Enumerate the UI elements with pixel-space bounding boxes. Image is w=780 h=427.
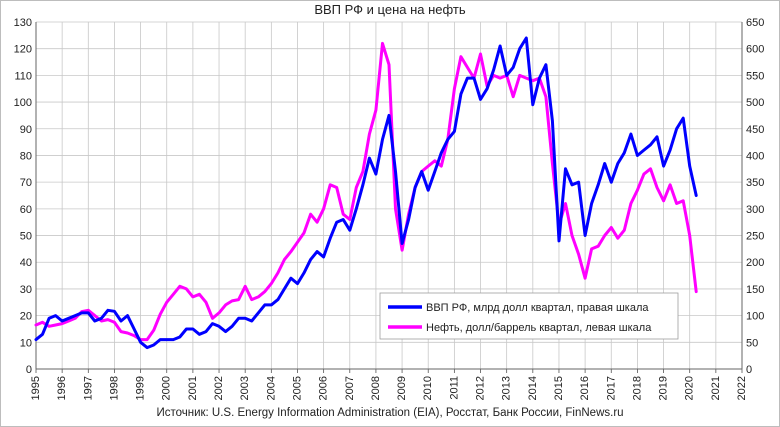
right-tick-label: 400 xyxy=(746,150,764,162)
right-tick-label: 50 xyxy=(746,337,758,349)
chart-title: ВВП РФ и цена на нефть xyxy=(314,2,466,17)
right-tick-label: 200 xyxy=(746,257,764,269)
axes: 0 0 10 50 20 100 30 150 40 200 50 250 60 300 70 350 80 40… xyxy=(14,17,765,400)
x-tick-label: 1999 xyxy=(135,376,147,400)
x-tick-label: 2007 xyxy=(344,376,356,400)
legend-label: Нефть, долл/баррель квартал, левая шкала xyxy=(426,322,652,334)
x-tick-label: 2000 xyxy=(161,376,173,400)
left-tick-label: 110 xyxy=(14,70,32,82)
left-tick-label: 130 xyxy=(14,17,32,29)
x-tick-label: 1997 xyxy=(82,376,94,400)
right-tick-label: 300 xyxy=(746,204,764,216)
left-tick-label: 20 xyxy=(20,311,32,323)
x-tick-label: 2015 xyxy=(553,376,565,400)
x-tick-label: 2016 xyxy=(579,376,591,400)
x-tick-label: 2017 xyxy=(605,376,617,400)
right-tick-label: 100 xyxy=(746,311,764,323)
right-tick-label: 600 xyxy=(746,44,764,56)
right-tick-label: 0 xyxy=(746,364,752,376)
x-tick-label: 2019 xyxy=(658,376,670,400)
left-tick-label: 30 xyxy=(20,284,32,296)
x-tick-label: 2011 xyxy=(448,376,460,400)
x-tick-label: 2001 xyxy=(187,376,199,400)
x-tick-label: 2004 xyxy=(265,376,277,400)
x-tick-label: 2003 xyxy=(239,376,251,400)
legend-label: ВВП РФ, млрд долл квартал, правая шкала xyxy=(426,302,649,314)
series-lines xyxy=(34,36,698,350)
x-tick-label: 2022 xyxy=(736,376,748,400)
x-tick-label: 2010 xyxy=(422,376,434,400)
x-tick-label: 2014 xyxy=(527,376,539,400)
x-tick-label: 2005 xyxy=(291,376,303,400)
x-tick-label: 2008 xyxy=(370,376,382,400)
x-tick-label: 2013 xyxy=(501,376,513,400)
left-tick-label: 100 xyxy=(14,97,32,109)
left-tick-label: 70 xyxy=(20,177,32,189)
left-tick-label: 50 xyxy=(20,231,32,243)
legend-box xyxy=(379,292,679,340)
x-tick-label: 1998 xyxy=(108,376,120,400)
left-tick-label: 80 xyxy=(20,150,32,162)
x-tick-label: 2018 xyxy=(631,376,643,400)
x-tick-label: 2021 xyxy=(710,376,722,400)
right-tick-label: 500 xyxy=(746,97,764,109)
x-tick-label: 1995 xyxy=(30,376,42,400)
left-tick-label: 40 xyxy=(20,257,32,269)
x-tick-label: 2006 xyxy=(318,376,330,400)
x-tick-label: 2020 xyxy=(684,376,696,400)
legend: ВВП РФ, млрд долл квартал, правая шкала Н… xyxy=(379,292,679,340)
left-tick-label: 120 xyxy=(14,44,32,56)
left-tick-label: 10 xyxy=(20,337,32,349)
right-tick-label: 650 xyxy=(746,17,764,29)
x-tick-label: 2012 xyxy=(475,376,487,400)
x-tick-label: 2002 xyxy=(213,376,225,400)
series-line-gdp xyxy=(34,36,698,350)
right-tick-label: 250 xyxy=(746,231,764,243)
left-tick-label: 0 xyxy=(26,364,32,376)
series-line-oil xyxy=(34,41,698,342)
right-tick-label: 350 xyxy=(746,177,764,189)
right-tick-label: 450 xyxy=(746,124,764,136)
x-tick-label: 1996 xyxy=(56,376,68,400)
right-tick-label: 150 xyxy=(746,284,764,296)
left-tick-label: 60 xyxy=(20,204,32,216)
left-tick-label: 90 xyxy=(20,124,32,136)
chart-source: Источник: U.S. Energy Information Admini… xyxy=(156,407,624,419)
x-tick-label: 2009 xyxy=(396,376,408,400)
right-tick-label: 550 xyxy=(746,70,764,82)
